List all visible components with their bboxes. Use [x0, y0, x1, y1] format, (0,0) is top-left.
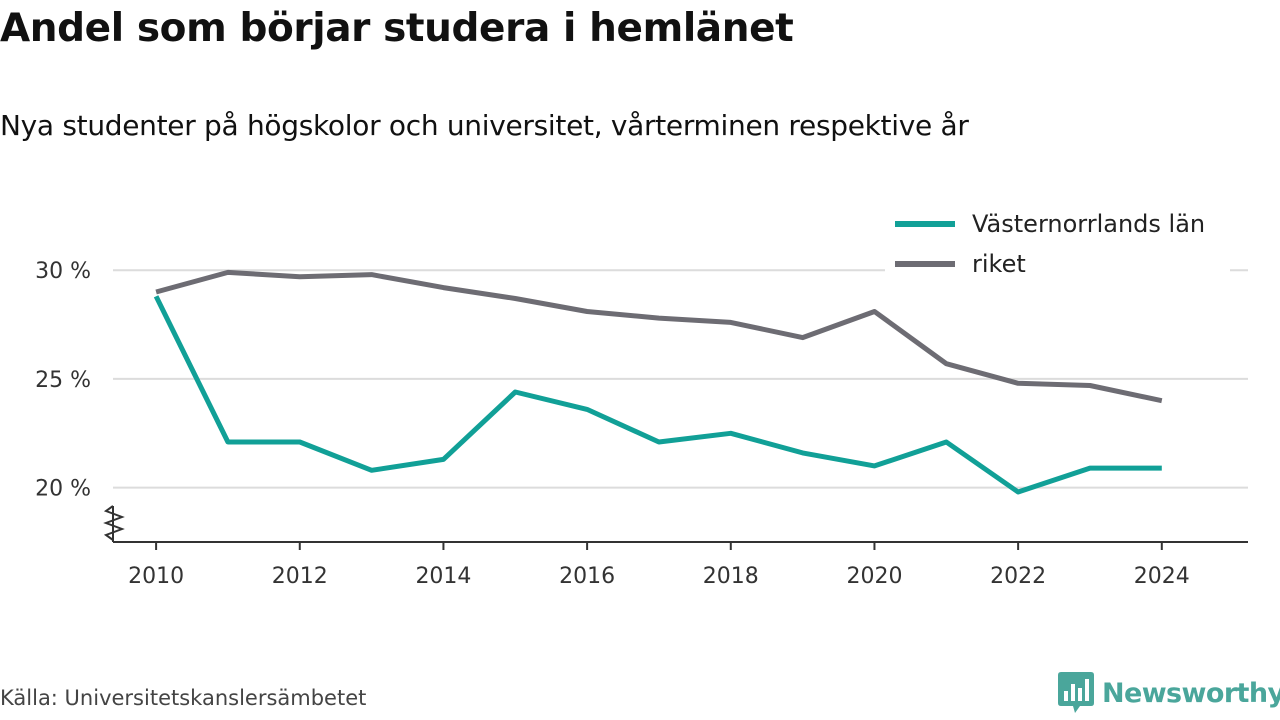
x-tick-label: 2022 [990, 564, 1046, 589]
chart-subtitle: Nya studenter på högskolor och universit… [0, 109, 969, 142]
x-tick-label: 2016 [559, 564, 615, 589]
source-note: Källa: Universitetskanslersämbetet [0, 686, 367, 710]
y-tick-label: 20 % [35, 477, 91, 502]
gridlines [113, 269, 1248, 489]
legend-label: Västernorrlands län [972, 210, 1205, 238]
x-tick-label: 2014 [415, 564, 471, 589]
legend: Västernorrlands län riket [885, 200, 1230, 278]
chart-title: Andel som börjar studera i hemlänet [0, 6, 794, 51]
series-lines [153, 269, 1163, 495]
y-tick-label: 25 % [35, 368, 91, 393]
tick-labels: 20 % 25 % 30 % 2010 2012 2014 2016 2018 2020 2022… [35, 259, 1190, 589]
axes [103, 505, 1248, 550]
legend-label: riket [972, 250, 1026, 278]
x-tick-label: 2024 [1134, 564, 1190, 589]
x-tick-label: 2020 [846, 564, 902, 589]
y-axis-break [103, 505, 125, 541]
brand-name: Newsworthy [1102, 677, 1280, 709]
x-tick-label: 2018 [703, 564, 759, 589]
y-tick-label: 30 % [35, 259, 91, 284]
series-line-2 [155, 269, 1163, 404]
x-tick-label: 2010 [128, 564, 184, 589]
brand-logo: Newsworthy [1058, 672, 1280, 714]
series-line-1 [153, 295, 1162, 495]
x-tick-label: 2012 [272, 564, 328, 589]
bar-chart-speech-bubble-icon [1058, 672, 1094, 713]
line-chart: 20 % 25 % 30 % 2010 2012 2014 2016 2018 2020 2022… [35, 200, 1248, 589]
